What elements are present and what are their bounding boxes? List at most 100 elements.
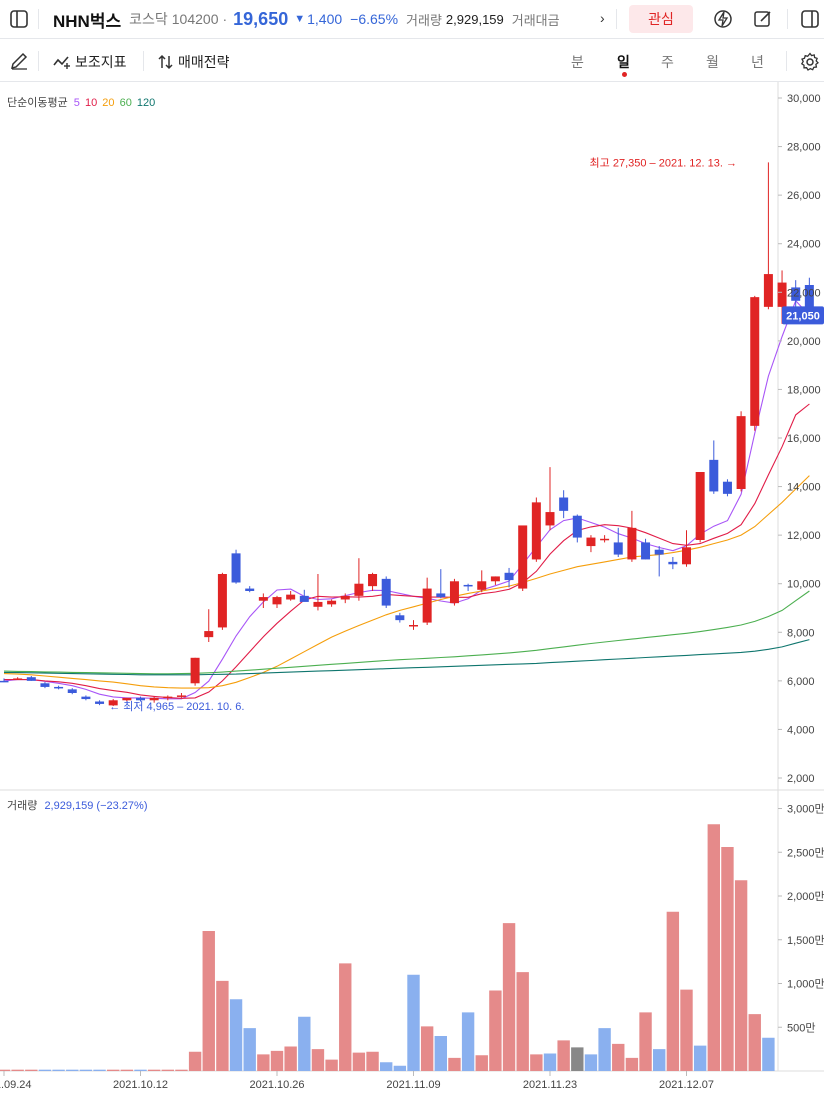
divider xyxy=(786,51,787,71)
candle-body xyxy=(627,527,637,560)
tab-day[interactable]: 일 xyxy=(617,54,630,70)
volume-bar xyxy=(161,1069,174,1071)
candle-body xyxy=(409,625,418,627)
volume-bar xyxy=(653,1049,666,1071)
volume-bar xyxy=(257,1054,270,1071)
stock-name: NHN벅스 xyxy=(53,11,122,31)
candle-body xyxy=(518,525,528,589)
candle-body xyxy=(354,583,364,596)
candle-body xyxy=(190,657,200,684)
volume-bar xyxy=(448,1057,461,1071)
price-tick-label: 4,000 xyxy=(787,724,815,736)
candle-body xyxy=(231,553,241,583)
candle-body xyxy=(54,686,64,689)
date-tick-label: 2021.10.12 xyxy=(113,1079,168,1091)
volume-bar xyxy=(25,1069,38,1071)
ma-legend-60: 60 xyxy=(119,97,132,109)
current-price: 19,650 xyxy=(233,8,289,29)
sort-arrows-icon xyxy=(158,54,173,70)
volume-bar xyxy=(666,911,680,1071)
candle-body xyxy=(545,512,555,526)
volume-bar xyxy=(66,1069,79,1071)
volume-value: 2,929,159 xyxy=(445,11,504,27)
volume-bar xyxy=(380,1062,393,1071)
volume-bar xyxy=(407,974,420,1071)
volume-bar xyxy=(216,980,229,1071)
candle-body xyxy=(122,697,132,701)
volume-bar xyxy=(584,1054,598,1071)
volume-bar xyxy=(721,847,734,1071)
volume-bar xyxy=(79,1069,93,1071)
tab-year[interactable]: 년 xyxy=(751,54,764,70)
volume-bar xyxy=(625,1057,639,1071)
sidebar-toggle-button[interactable] xyxy=(0,0,38,38)
candle-body xyxy=(682,547,691,565)
ma-line-120 xyxy=(3,639,810,676)
candle-body xyxy=(176,695,186,697)
volume-bar xyxy=(52,1069,65,1071)
amount-label: 거래대금 xyxy=(511,12,560,28)
active-tab-dot xyxy=(622,72,627,77)
candle-body xyxy=(149,697,159,701)
price-tick-label: 22,000 xyxy=(787,287,821,299)
candle-body xyxy=(436,593,446,598)
volume-bar xyxy=(571,1047,584,1071)
volume-bar xyxy=(393,1065,407,1071)
volume-bar xyxy=(434,1036,447,1071)
date-tick-label: 2021.09.24 xyxy=(0,1079,32,1091)
date-tick-label: 2021.11.09 xyxy=(386,1079,440,1091)
indicators-button[interactable]: 보조지표 xyxy=(53,52,127,72)
candle-body xyxy=(750,297,760,426)
volume-bar xyxy=(502,923,516,1071)
candle-body xyxy=(327,600,337,605)
candle-body xyxy=(395,615,405,621)
panel-toggle-icon[interactable] xyxy=(798,6,822,32)
candle-body xyxy=(81,696,91,700)
volume-bar xyxy=(243,1028,256,1071)
volume-bar xyxy=(0,1069,11,1071)
candle-body xyxy=(136,697,145,701)
candle-body xyxy=(463,584,473,587)
current-price-tag xyxy=(782,306,824,325)
strategy-button[interactable]: 매매전략 xyxy=(158,52,230,72)
volume-bar xyxy=(475,1055,488,1071)
stock-header: NHN벅스 코스닥 104200 · 19,650 ▼ 1,400 −6.65%… xyxy=(0,0,824,39)
chevron-right-icon[interactable]: › xyxy=(600,10,605,26)
tab-month[interactable]: 월 xyxy=(706,54,719,70)
candle-body xyxy=(736,416,746,489)
chart-toolbar: 보조지표 매매전략 분 일 주 월 년 xyxy=(0,41,824,82)
tab-minute[interactable]: 분 xyxy=(571,54,584,70)
candle-body xyxy=(572,515,582,538)
volume-bar xyxy=(107,1069,120,1071)
draw-pen-icon[interactable] xyxy=(8,50,30,72)
volume-bar xyxy=(352,1052,366,1071)
edit-icon[interactable] xyxy=(750,6,776,32)
price-tick-label: 12,000 xyxy=(787,530,821,542)
price-tick-label: 6,000 xyxy=(787,676,815,688)
volume-bar xyxy=(598,1028,611,1071)
gear-icon[interactable] xyxy=(798,50,822,74)
volume-bar xyxy=(147,1069,161,1071)
candle-body xyxy=(763,274,773,307)
watch-button[interactable]: 관심 xyxy=(629,5,693,33)
candle-body xyxy=(0,680,9,683)
volume-tick-label: 500만 xyxy=(787,1021,815,1034)
candle-body xyxy=(709,459,719,492)
price-tick-label: 8,000 xyxy=(787,627,815,639)
volume-bar xyxy=(134,1069,147,1071)
ma-line-10 xyxy=(4,403,810,699)
candle-body xyxy=(245,588,255,591)
tab-week[interactable]: 주 xyxy=(661,54,674,70)
volume-bar xyxy=(639,1012,652,1071)
sidebar-icon xyxy=(10,10,28,28)
price-tick-label: 26,000 xyxy=(787,190,821,202)
divider xyxy=(38,51,39,71)
volume-bar xyxy=(202,931,215,1071)
price-tick-label: 14,000 xyxy=(787,482,821,494)
volume-bar xyxy=(748,1014,761,1071)
price-tick-label: 16,000 xyxy=(787,433,821,445)
candle-body xyxy=(272,597,282,605)
stock-chart[interactable]: 2,000 4,000 6,000 8,000 10,000 12,000 14,000 16… xyxy=(0,82,824,1101)
volume-tick-label: 1,000만 xyxy=(787,978,824,991)
lightning-icon[interactable] xyxy=(710,6,736,32)
